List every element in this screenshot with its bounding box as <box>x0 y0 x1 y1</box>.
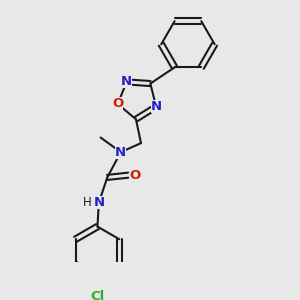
Text: Cl: Cl <box>90 290 105 300</box>
Text: N: N <box>121 75 132 88</box>
Text: O: O <box>129 169 140 182</box>
Text: N: N <box>151 100 162 113</box>
Text: N: N <box>93 196 104 209</box>
Text: N: N <box>115 146 126 159</box>
Text: O: O <box>112 98 123 110</box>
Text: H: H <box>83 196 92 208</box>
